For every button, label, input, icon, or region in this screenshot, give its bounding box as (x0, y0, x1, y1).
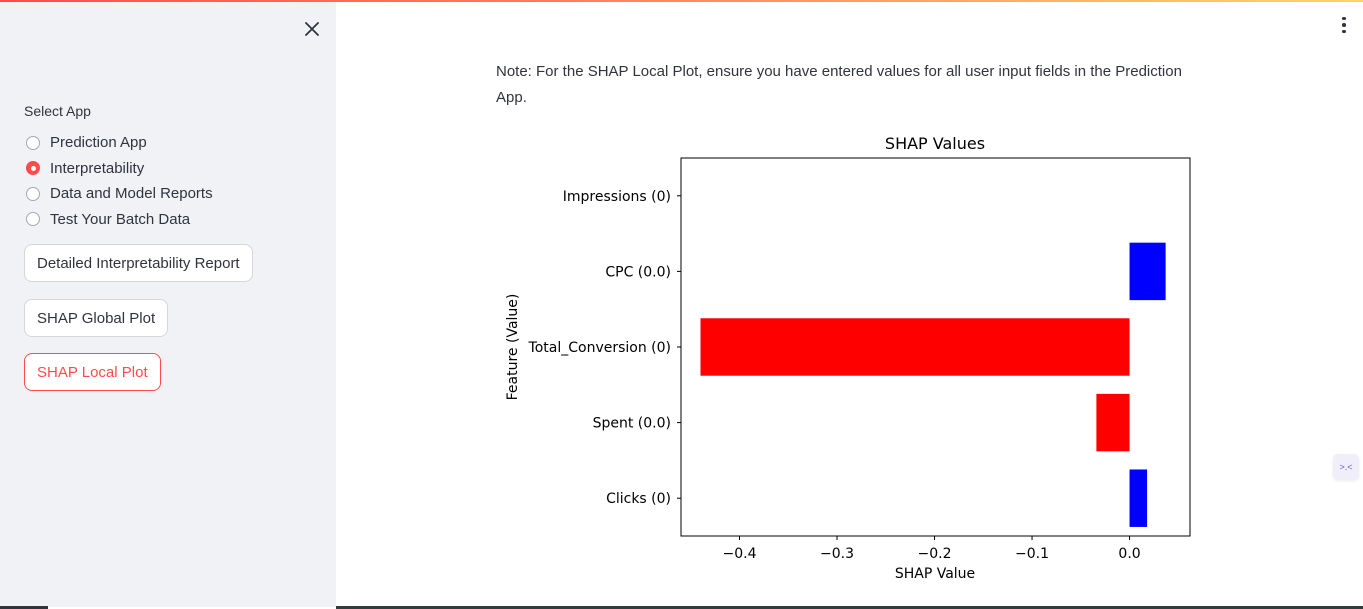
select-app-label: Select App (24, 103, 91, 119)
bar-total-conversion (700, 318, 1130, 376)
shap-global-plot-button[interactable]: SHAP Global Plot (24, 299, 169, 337)
main-bottom-edge (336, 606, 1363, 609)
x-axis-label: SHAP Value (895, 566, 975, 582)
radio-circle[interactable] (26, 212, 40, 227)
x-tick-label: 0.0 (1118, 546, 1140, 562)
note-text: Note: For the SHAP Local Plot, ensure yo… (496, 63, 1182, 106)
y-tick-label: CPC (0.0) (605, 264, 671, 280)
y-tick-label: Total_Conversion (0) (528, 340, 671, 356)
chart-title: SHAP Values (885, 134, 985, 153)
detailed-interpretability-report-button[interactable]: Detailed Interpretability Report (24, 244, 253, 282)
y-axis: Impressions (0) CPC (0.0) Total_Conversion… (528, 189, 681, 507)
radio-circle-selected[interactable] (26, 161, 40, 176)
radio-circle[interactable] (26, 186, 40, 201)
top-decoration-bar (0, 0, 1363, 2)
x-tick-label: −0.1 (1015, 546, 1049, 562)
kebab-menu-icon[interactable] (1334, 14, 1354, 36)
x-tick-label: −0.3 (820, 546, 854, 562)
shap-local-plot-button[interactable]: SHAP Local Plot (24, 353, 161, 391)
bar-clicks (1129, 469, 1148, 527)
radio-interpretability[interactable]: Interpretability (24, 156, 213, 182)
bar-cpc (1129, 242, 1166, 301)
radio-label: Interpretability (50, 159, 145, 177)
radio-prediction-app[interactable]: Prediction App (24, 130, 213, 156)
app-radio-group: Prediction App Interpretability Data and… (24, 130, 213, 232)
radio-label: Prediction App (50, 134, 147, 152)
sidebar: Select App Prediction App Interpretabili… (0, 2, 336, 607)
bar-spent (1096, 393, 1130, 452)
y-axis-label: Feature (Value) (505, 294, 521, 401)
shap-values-chart: SHAP Values Impressions (0) CPC (0.0) Tota… (505, 134, 1191, 582)
radio-label: Test Your Batch Data (50, 210, 191, 228)
x-tick-label: −0.4 (723, 546, 757, 562)
x-tick-label: −0.2 (918, 546, 952, 562)
collapse-arrows-icon[interactable]: >.< (1333, 454, 1359, 480)
radio-label: Data and Model Reports (50, 185, 213, 203)
y-tick-label: Clicks (0) (606, 491, 671, 507)
radio-data-model-reports[interactable]: Data and Model Reports (24, 181, 213, 207)
radio-test-batch-data[interactable]: Test Your Batch Data (24, 207, 213, 233)
x-axis: −0.4 −0.3 −0.2 −0.1 0.0 (723, 536, 1141, 562)
sidebar-bottom-edge (0, 606, 48, 609)
bars-layer (700, 242, 1166, 527)
y-tick-label: Spent (0.0) (593, 416, 671, 432)
radio-circle[interactable] (26, 135, 40, 150)
close-icon[interactable] (299, 16, 325, 42)
y-tick-label: Impressions (0) (563, 189, 671, 205)
